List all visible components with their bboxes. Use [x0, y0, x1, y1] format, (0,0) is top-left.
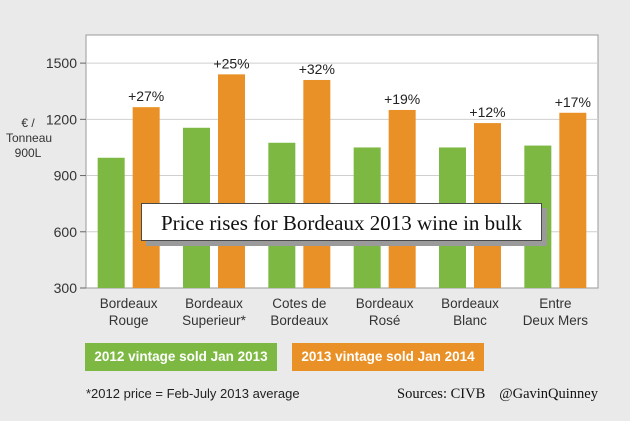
legend-2013-vintage: 2013 vintage sold Jan 2014	[292, 343, 484, 371]
percent-change-label: +27%	[128, 88, 164, 104]
y-tick-label: 900	[54, 168, 78, 184]
bar-2013	[132, 107, 160, 288]
y-axis-label: € / Tonneau 900L	[6, 116, 53, 161]
x-category-label: Superieur*	[182, 313, 247, 328]
x-category-label: Rosé	[369, 313, 401, 328]
plot-area	[85, 34, 599, 289]
chart-title: Price rises for Bordeaux 2013 wine in bu…	[141, 203, 542, 241]
x-category-label: Rouge	[109, 313, 149, 328]
sources-credit: Sources: CIVB @GavinQuinney	[397, 386, 598, 403]
x-category-label: Bordeaux	[100, 296, 158, 311]
y-axis-label-line: € /	[21, 116, 35, 130]
x-category-label: Bordeaux	[270, 313, 328, 328]
x-category-label: Cotes de	[272, 296, 326, 311]
y-tick-label: 1200	[46, 111, 77, 127]
bar-2013	[559, 112, 587, 288]
y-tick-label: 300	[54, 280, 78, 296]
bar-2013	[303, 79, 331, 288]
y-tick-label: 600	[54, 224, 78, 240]
y-axis-label-line: Tonneau	[6, 131, 53, 145]
y-axis-label-line: 900L	[14, 146, 42, 160]
bar-2012	[97, 157, 125, 288]
footnote: *2012 price = Feb-July 2013 average	[86, 386, 300, 401]
percent-change-label: +17%	[555, 94, 591, 110]
x-category-label: Deux Mers	[523, 313, 589, 328]
sources-text: Sources: CIVB	[397, 386, 486, 402]
legend-2012-vintage: 2012 vintage sold Jan 2013	[85, 343, 277, 371]
x-category-label: Entre	[539, 296, 571, 311]
percent-change-label: +12%	[469, 104, 505, 120]
bar-2013	[218, 74, 245, 288]
percent-change-label: +32%	[299, 61, 335, 77]
y-tick-label: 1500	[46, 55, 77, 71]
percent-change-label: +25%	[213, 55, 249, 71]
x-category-label: Bordeaux	[356, 296, 414, 311]
x-category-label: Bordeaux	[441, 296, 499, 311]
x-category-label: Blanc	[453, 313, 487, 328]
percent-change-label: +19%	[384, 91, 420, 107]
author-handle: @GavinQuinney	[499, 386, 598, 402]
bar-2013	[388, 109, 416, 289]
x-category-label: Bordeaux	[185, 296, 243, 311]
